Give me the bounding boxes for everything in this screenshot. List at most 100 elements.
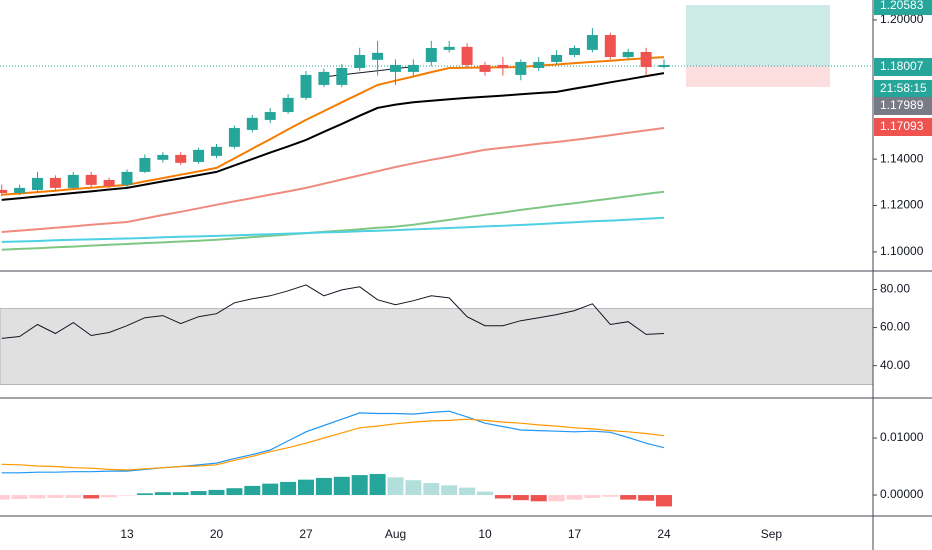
candle-body	[354, 54, 366, 68]
histogram-bar	[315, 477, 332, 496]
histogram-bar	[548, 495, 565, 502]
candle-body	[551, 54, 563, 62]
y-tick-label: 1.12000	[880, 198, 924, 212]
target-zone	[686, 5, 830, 66]
candle-body	[372, 52, 384, 60]
histogram-bar	[333, 476, 350, 496]
histogram-bar	[280, 481, 297, 496]
histogram-bar	[369, 473, 386, 496]
candle-body	[390, 64, 401, 72]
histogram-bar	[584, 495, 601, 498]
histogram-bar	[154, 492, 171, 496]
x-tick-label: Sep	[761, 527, 783, 541]
moving-average	[1, 216, 665, 243]
price-label-bg	[874, 118, 932, 136]
rsi-line	[1, 284, 665, 339]
candle-body	[228, 128, 240, 147]
candle-body	[300, 74, 312, 98]
y-tick-label: 0.01000	[880, 430, 924, 444]
histogram-bar	[620, 495, 637, 500]
histogram-bar	[83, 495, 100, 499]
stop-zone	[686, 66, 830, 87]
histogram-bar	[208, 489, 225, 496]
price-label-bg	[874, 97, 932, 115]
y-tick-label: 1.20000	[880, 12, 924, 26]
moving-average	[1, 56, 665, 196]
moving-average	[1, 127, 665, 233]
histogram-bar	[29, 495, 46, 499]
price-label-bg	[874, 80, 932, 98]
price-label: 1.17093	[880, 119, 924, 133]
candle-body	[246, 117, 258, 130]
candle-body	[67, 174, 79, 188]
y-tick-label: 80.00	[880, 282, 910, 296]
histogram-bar	[101, 495, 118, 498]
y-tick-label: 1.14000	[880, 151, 924, 165]
candle-body	[157, 154, 169, 160]
price-label: 1.18007	[880, 59, 924, 73]
y-tick-label: 40.00	[880, 358, 910, 372]
moving-average	[1, 190, 665, 251]
candle-body	[32, 177, 43, 190]
candle-body	[479, 64, 491, 72]
histogram-bar	[226, 488, 243, 496]
candle-body	[103, 180, 115, 187]
histogram-bar	[638, 495, 655, 501]
x-tick-label: 13	[120, 527, 134, 541]
candle-body	[533, 61, 545, 68]
candle-body	[658, 64, 670, 68]
candle-body	[0, 189, 8, 193]
histogram-bar	[172, 492, 189, 496]
candle-body	[515, 61, 527, 75]
price-label: 1.20583	[880, 0, 924, 12]
histogram-bar	[351, 475, 368, 496]
candle-body	[622, 51, 634, 58]
candle-body	[264, 112, 276, 120]
x-tick-label: 27	[299, 527, 313, 541]
candle-body	[318, 71, 330, 85]
candle-body	[121, 171, 133, 185]
candle-body	[336, 67, 348, 85]
price-label-bg	[874, 58, 932, 76]
candle-body	[443, 46, 455, 50]
histogram-bar	[0, 495, 10, 500]
histogram-bar	[566, 495, 583, 500]
histogram-bar	[190, 491, 207, 496]
histogram-bar	[262, 483, 279, 496]
histogram-bar	[244, 485, 261, 496]
histogram-bar	[11, 495, 28, 500]
histogram-bar	[512, 495, 529, 501]
price-label: 21:58:15	[880, 81, 927, 95]
candle-body	[425, 48, 437, 62]
candle-body	[640, 51, 652, 68]
histogram-bar	[477, 491, 493, 496]
histogram-bar	[530, 495, 547, 502]
candle-body	[604, 35, 616, 58]
histogram-bar	[423, 483, 440, 496]
candle-body	[282, 97, 294, 113]
histogram-bar	[65, 495, 82, 498]
price-label-bg	[874, 0, 932, 15]
candle-body	[175, 154, 187, 163]
moving-average	[1, 72, 665, 201]
histogram-bar	[47, 495, 64, 498]
x-tick-label: 17	[568, 527, 582, 541]
macd-line	[1, 410, 665, 474]
candle-body	[211, 146, 222, 156]
y-tick-label: 1.10000	[880, 244, 924, 258]
x-tick-label: Aug	[385, 527, 406, 541]
x-tick-label: 20	[210, 527, 224, 541]
candle-body	[407, 64, 419, 72]
candle-body	[85, 174, 97, 185]
candle-body	[14, 187, 26, 193]
histogram-bar	[441, 485, 458, 496]
histogram-bar	[459, 487, 476, 496]
y-tick-label: 0.00000	[880, 487, 924, 501]
candle-body	[461, 46, 473, 65]
histogram-bar	[119, 495, 135, 496]
candle-body	[193, 149, 205, 162]
candle-body	[139, 157, 151, 172]
